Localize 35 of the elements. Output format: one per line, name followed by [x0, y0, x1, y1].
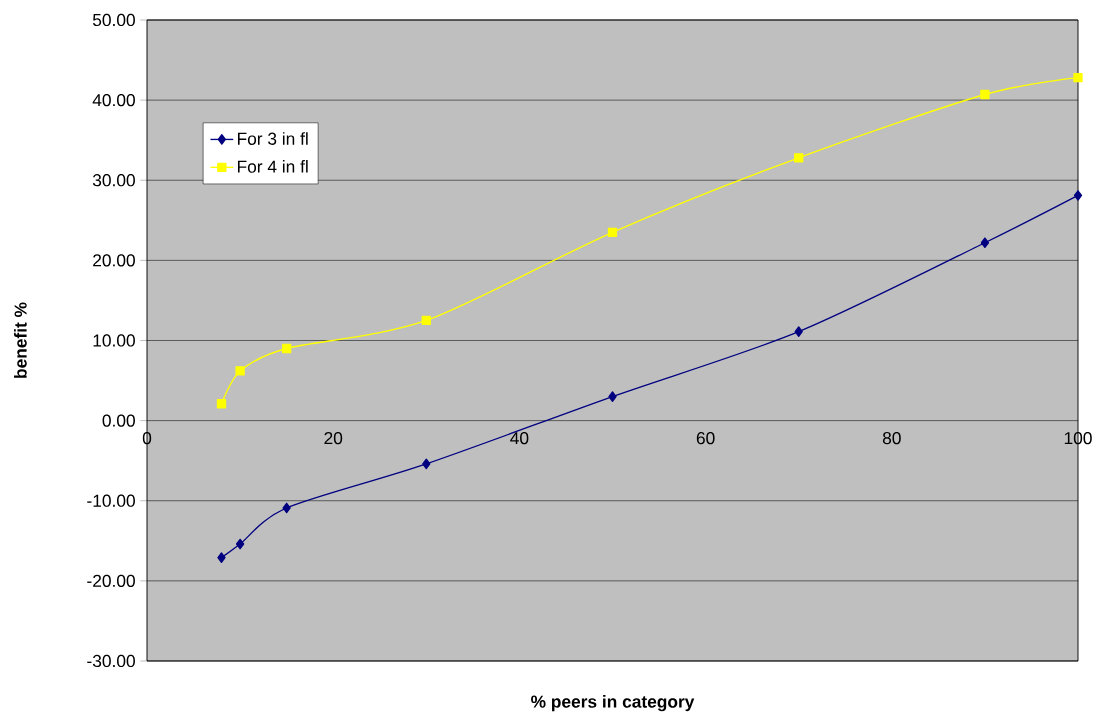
point [608, 391, 617, 402]
y-tick-label: 50.00 [92, 13, 135, 27]
point [217, 552, 226, 563]
y-tick-label: -10.00 [87, 494, 135, 507]
y-tick-label: 10.00 [93, 334, 135, 347]
point [1073, 190, 1083, 201]
point [794, 326, 803, 338]
y-tick-label: 30.00 [92, 174, 135, 187]
y-tick-label: -30.00 [87, 654, 135, 668]
point [422, 458, 431, 470]
x-tick-label: 60 [696, 431, 715, 445]
y-tick-label: 20.00 [93, 254, 135, 267]
x-tick-label: 0 [142, 431, 152, 445]
point [980, 237, 990, 249]
y-tick-label: -20.00 [87, 574, 135, 587]
y-tick-label: 0.00 [102, 414, 135, 427]
y-tick-label: 40.00 [92, 93, 135, 107]
legend-label: For 3 in fl [237, 132, 308, 145]
x-tick-label: 100 [1064, 431, 1092, 445]
x-tick-label: 80 [882, 431, 901, 445]
point [1073, 73, 1083, 83]
point [235, 538, 245, 550]
point [980, 89, 990, 100]
point [794, 153, 804, 163]
point [282, 502, 291, 514]
point [216, 399, 227, 409]
x-tick-label: 20 [324, 431, 343, 445]
point [421, 315, 431, 326]
point [281, 343, 292, 354]
point [235, 366, 245, 376]
y-axis-title: benefit % [14, 302, 27, 378]
legend-label: For 4 in fl [237, 160, 308, 173]
x-axis-title: % peers in category [531, 695, 695, 712]
point [607, 227, 618, 237]
x-tick-label: 40 [510, 431, 529, 445]
